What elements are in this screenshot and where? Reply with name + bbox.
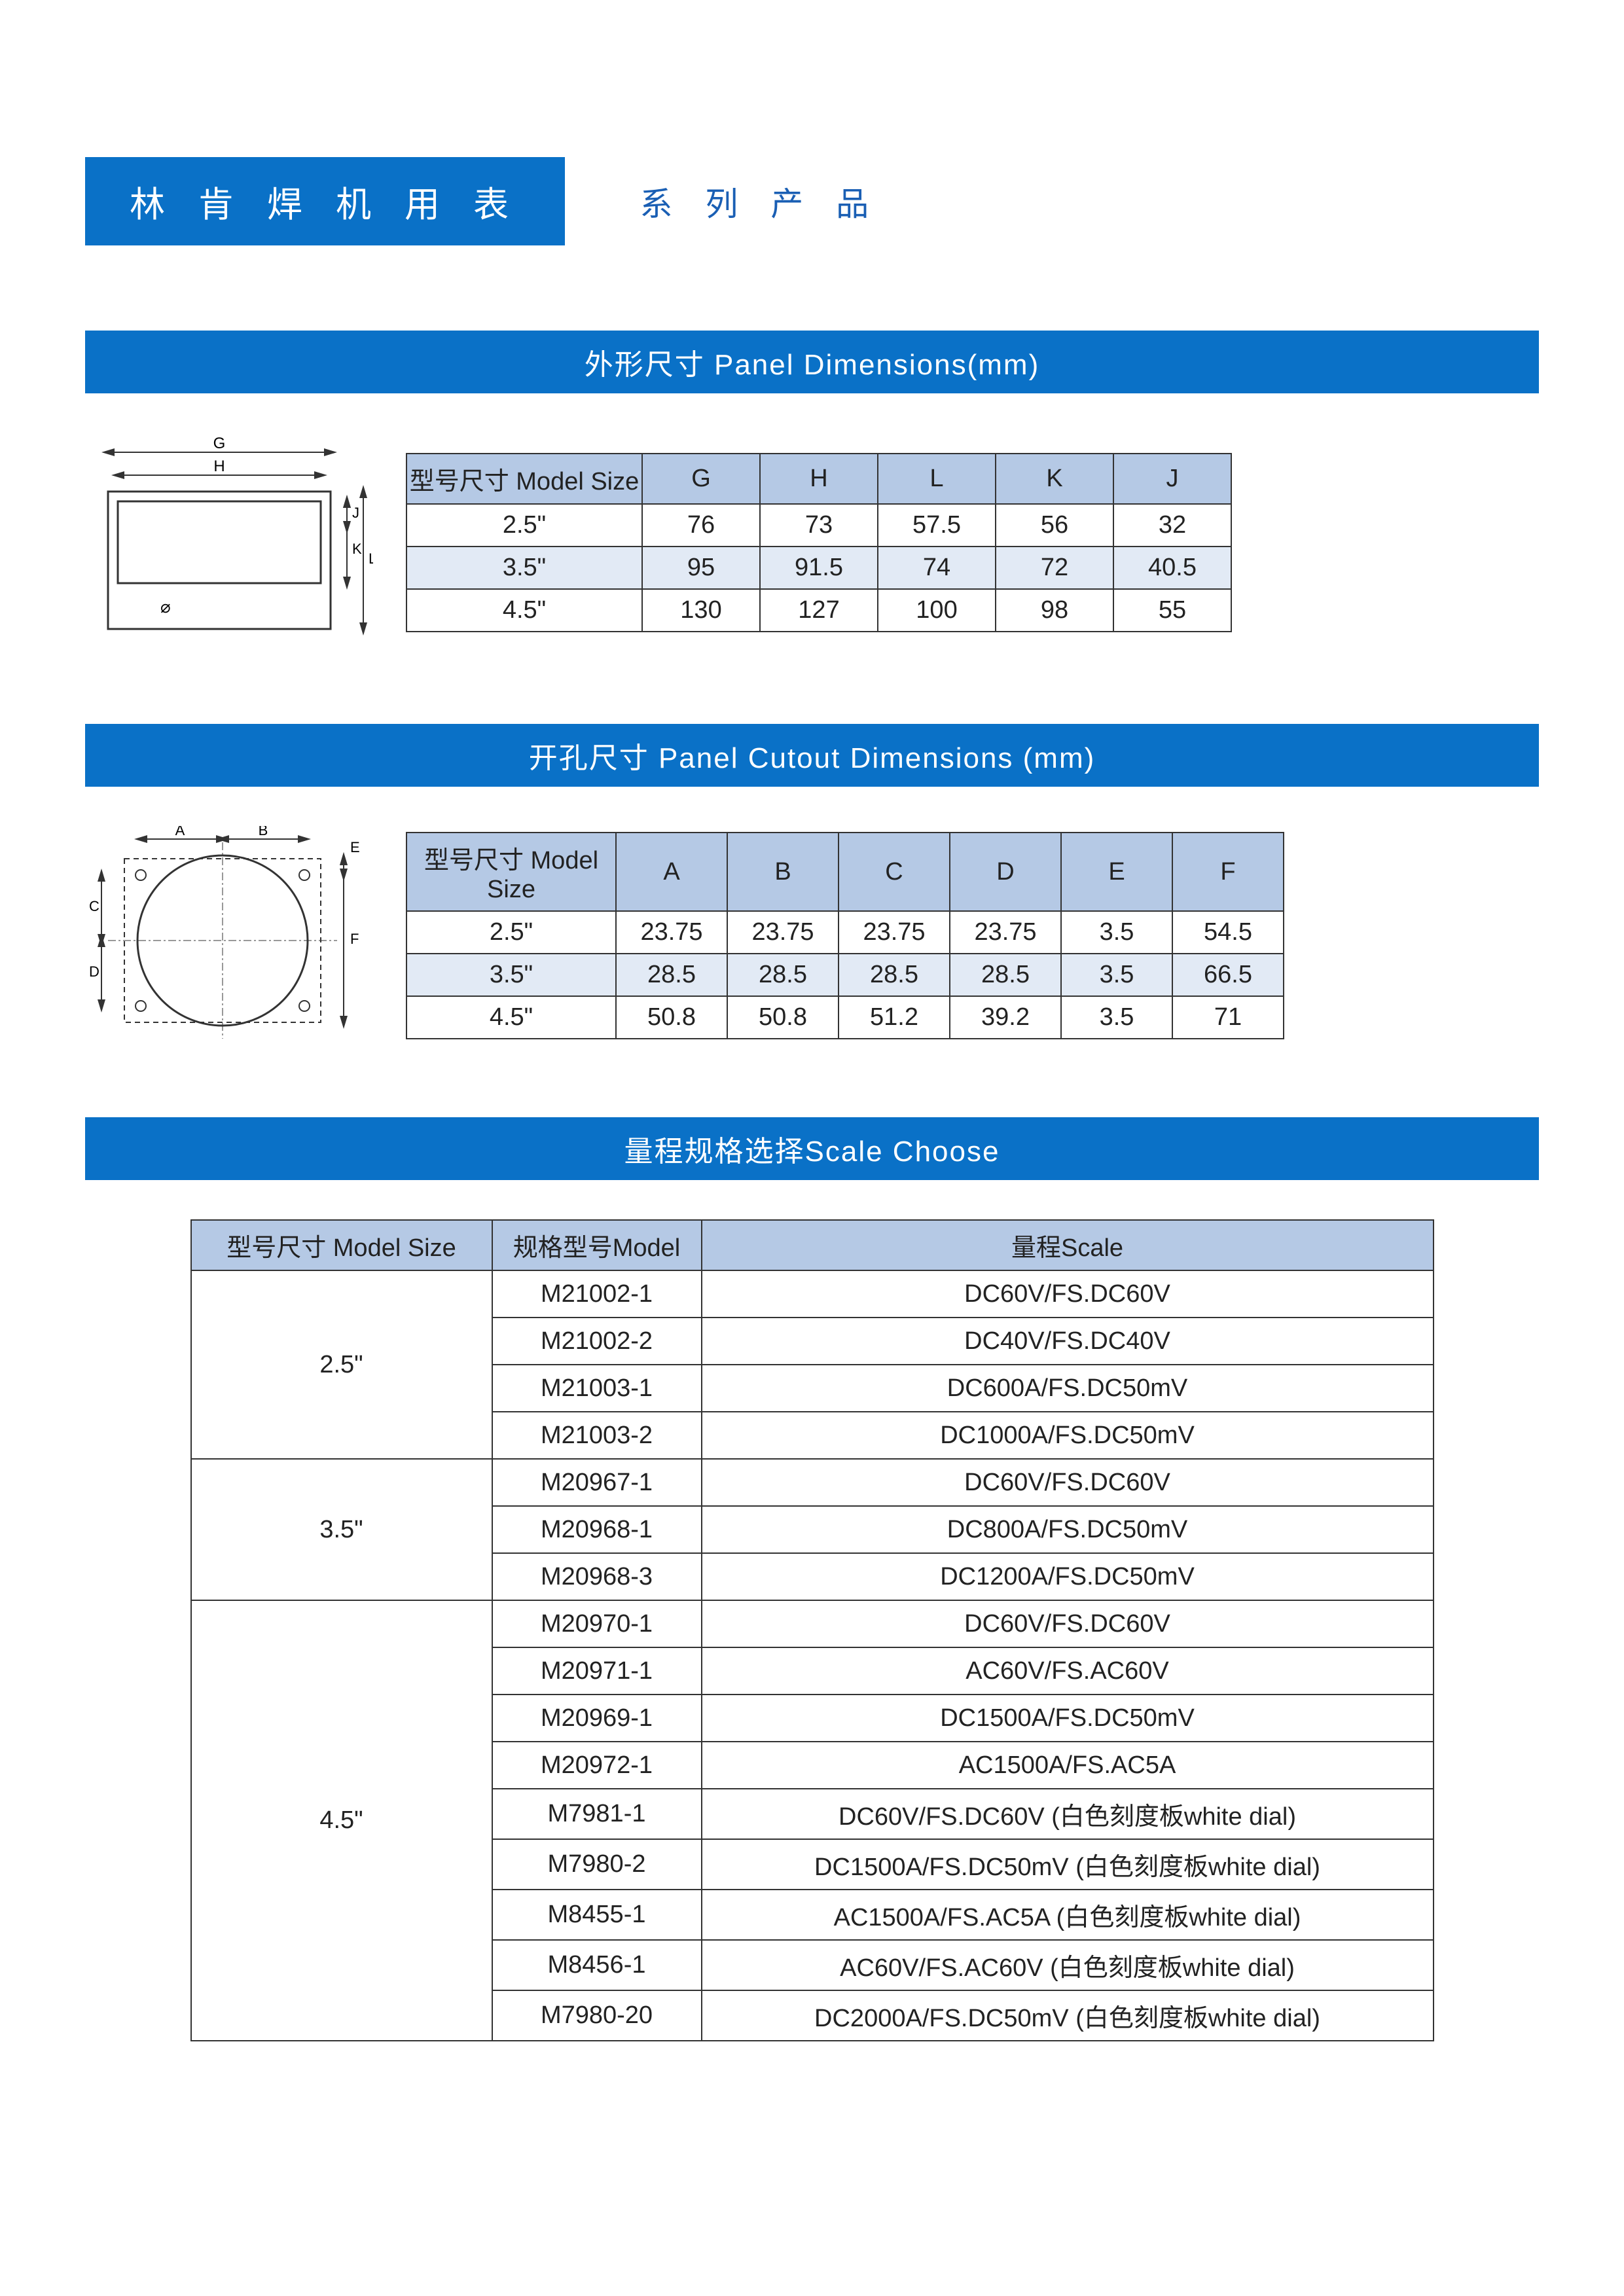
col-h: H xyxy=(760,454,878,504)
table-row: 2.5" 76 73 57.5 56 32 xyxy=(406,504,1231,547)
col-a: A xyxy=(616,833,727,911)
table-header-row: 型号尺寸 Model Size A B C D E F xyxy=(406,833,1284,911)
section1-title: 外形尺寸 Panel Dimensions(mm) xyxy=(85,331,1539,393)
col-b: B xyxy=(727,833,839,911)
title-bar: 林 肯 焊 机 用 表 xyxy=(85,157,565,245)
panel-dimensions-diagram: G H J K L ⌀ xyxy=(85,433,373,652)
scale-choose-table: 型号尺寸 Model Size 规格型号Model 量程Scale 2.5" M… xyxy=(190,1219,1434,2041)
label-e: E xyxy=(350,839,360,855)
label-l: L xyxy=(369,550,373,567)
cutout-dimensions-table: 型号尺寸 Model Size A B C D E F 2.5" 23.75 2… xyxy=(406,832,1284,1039)
label-b: B xyxy=(259,826,268,838)
group-size: 3.5" xyxy=(191,1459,492,1600)
section2-title: 开孔尺寸 Panel Cutout Dimensions (mm) xyxy=(85,724,1539,787)
col-c: C xyxy=(839,833,950,911)
label-c: C xyxy=(89,898,99,914)
col-l: L xyxy=(878,454,996,504)
label-h: H xyxy=(213,457,225,475)
group-size: 4.5" xyxy=(191,1600,492,2041)
table-row: 2.5" M21002-1 DC60V/FS.DC60V xyxy=(191,1270,1434,1318)
group-size: 2.5" xyxy=(191,1270,492,1459)
label-a: A xyxy=(175,826,185,838)
col-model-size: 型号尺寸 Model Size xyxy=(406,454,642,504)
section3-content: 型号尺寸 Model Size 规格型号Model 量程Scale 2.5" M… xyxy=(85,1219,1539,2041)
label-dia: ⌀ xyxy=(160,597,171,617)
section3-title: 量程规格选择Scale Choose xyxy=(85,1117,1539,1180)
col-g: G xyxy=(642,454,760,504)
section1-content: G H J K L ⌀ 型号尺寸 Model Size G H L K J 2.… xyxy=(85,433,1539,652)
subtitle: 系 列 产 品 xyxy=(640,178,880,225)
col-e: E xyxy=(1061,833,1172,911)
col-scale: 量程Scale xyxy=(702,1220,1434,1270)
label-j: J xyxy=(352,505,359,521)
table-row: 4.5" M20970-1 DC60V/FS.DC60V xyxy=(191,1600,1434,1647)
col-f: F xyxy=(1172,833,1284,911)
col-j: J xyxy=(1113,454,1231,504)
table-row: 3.5" M20967-1 DC60V/FS.DC60V xyxy=(191,1459,1434,1506)
page-header: 林 肯 焊 机 用 表 系 列 产 品 xyxy=(85,157,1539,245)
table-row: 3.5" 95 91.5 74 72 40.5 xyxy=(406,547,1231,589)
section2-content: A B C D E F 型号尺寸 Model Size A B C D E F … xyxy=(85,826,1539,1045)
cutout-dimensions-diagram: A B C D E F xyxy=(85,826,373,1045)
table-header-row: 型号尺寸 Model Size G H L K J xyxy=(406,454,1231,504)
col-k: K xyxy=(996,454,1113,504)
col-model-size: 型号尺寸 Model Size xyxy=(191,1220,492,1270)
table-row: 3.5" 28.5 28.5 28.5 28.5 3.5 66.5 xyxy=(406,954,1284,996)
label-d: D xyxy=(89,963,99,980)
table-header-row: 型号尺寸 Model Size 规格型号Model 量程Scale xyxy=(191,1220,1434,1270)
label-g: G xyxy=(213,435,226,452)
label-f: F xyxy=(350,931,359,947)
table-row: 4.5" 50.8 50.8 51.2 39.2 3.5 71 xyxy=(406,996,1284,1039)
col-model-size: 型号尺寸 Model Size xyxy=(406,833,616,911)
col-d: D xyxy=(950,833,1061,911)
panel-dimensions-table: 型号尺寸 Model Size G H L K J 2.5" 76 73 57.… xyxy=(406,453,1232,632)
table-row: 4.5" 130 127 100 98 55 xyxy=(406,589,1231,632)
table-row: 2.5" 23.75 23.75 23.75 23.75 3.5 54.5 xyxy=(406,911,1284,954)
col-model: 规格型号Model xyxy=(492,1220,702,1270)
label-k: K xyxy=(352,541,362,557)
